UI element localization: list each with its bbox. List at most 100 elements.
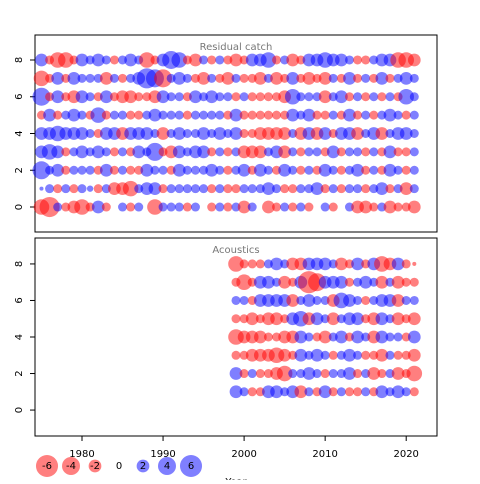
bubble [77,73,87,83]
bubble [391,385,405,399]
bubble [118,147,128,157]
bubble [310,312,324,326]
bubble [150,165,160,175]
bubble [45,184,55,194]
bubble [33,70,50,87]
bubble [294,385,308,399]
bubble [205,90,219,104]
bubble [399,182,413,195]
bubble [343,72,356,85]
bubble [304,147,314,157]
bubble [320,184,330,194]
bubble [118,110,128,120]
bubble [288,184,298,194]
bubble [239,129,249,138]
bubble [126,165,136,175]
bubble [407,330,421,344]
bubble [199,110,209,120]
bubble [369,92,379,102]
bubble [172,145,186,159]
bubble [174,202,184,212]
bubble [375,348,389,362]
bubble [134,202,144,212]
bubble [361,55,371,65]
bubble [343,348,356,362]
bubble [215,110,225,120]
bubble [401,277,411,287]
bubble [353,369,363,379]
bubble [239,387,249,397]
bubble [32,161,51,180]
bubble [288,147,298,157]
bubble [182,73,192,83]
bubble [255,92,265,102]
bubble [147,199,163,215]
bubble [229,53,243,67]
bubble [369,165,379,175]
bubble [393,110,403,120]
bubble [158,202,168,212]
bubble [280,202,290,212]
bubble [118,165,128,175]
bubble [361,165,371,175]
bubble [328,202,338,212]
bubble [253,330,267,344]
bubble [385,92,395,102]
bubble [409,184,419,194]
bubble [304,387,314,397]
bubble [296,165,306,175]
bubble [67,108,81,122]
bubble [383,145,397,159]
bubble [239,92,249,102]
bubble [391,312,405,326]
bubble [253,163,267,177]
bubble [334,330,348,344]
bubble [383,163,397,177]
bubble [247,184,257,194]
x-tick-label: 2000 [231,449,256,460]
bubble [171,52,188,68]
bubble [229,367,243,380]
bubble [69,165,79,175]
bubble [272,202,282,212]
bubble [86,185,94,192]
bubble [101,147,111,157]
bubble [326,312,340,326]
bubble [286,72,300,85]
bubble [182,165,192,175]
bubble [312,147,322,157]
bubble [239,369,249,379]
bubble [406,365,423,382]
bubble [409,147,419,157]
bubble [239,295,249,305]
bubble [199,184,209,194]
bubble [383,108,397,122]
bubble [353,147,363,157]
bubble [118,73,128,83]
bubble [75,127,89,140]
bubble [286,53,300,67]
bubble [401,295,411,305]
bubble [369,202,379,212]
bubble [197,72,210,85]
bubble [158,165,168,175]
bubble [409,277,419,287]
bubble [304,332,314,342]
bubble [296,147,306,157]
bubble [336,147,346,157]
bubble [154,69,173,88]
bubble [134,110,144,120]
bubble [288,202,298,212]
bubble [361,92,371,102]
bubble [174,110,184,120]
x-tick-label: 2020 [393,449,418,460]
bubble [344,55,354,65]
bubble [393,202,403,212]
bubble [255,369,265,379]
bubble [351,257,364,271]
bubble [270,72,283,85]
bubble [304,202,314,212]
bubble [166,202,176,212]
bubble [182,184,192,194]
